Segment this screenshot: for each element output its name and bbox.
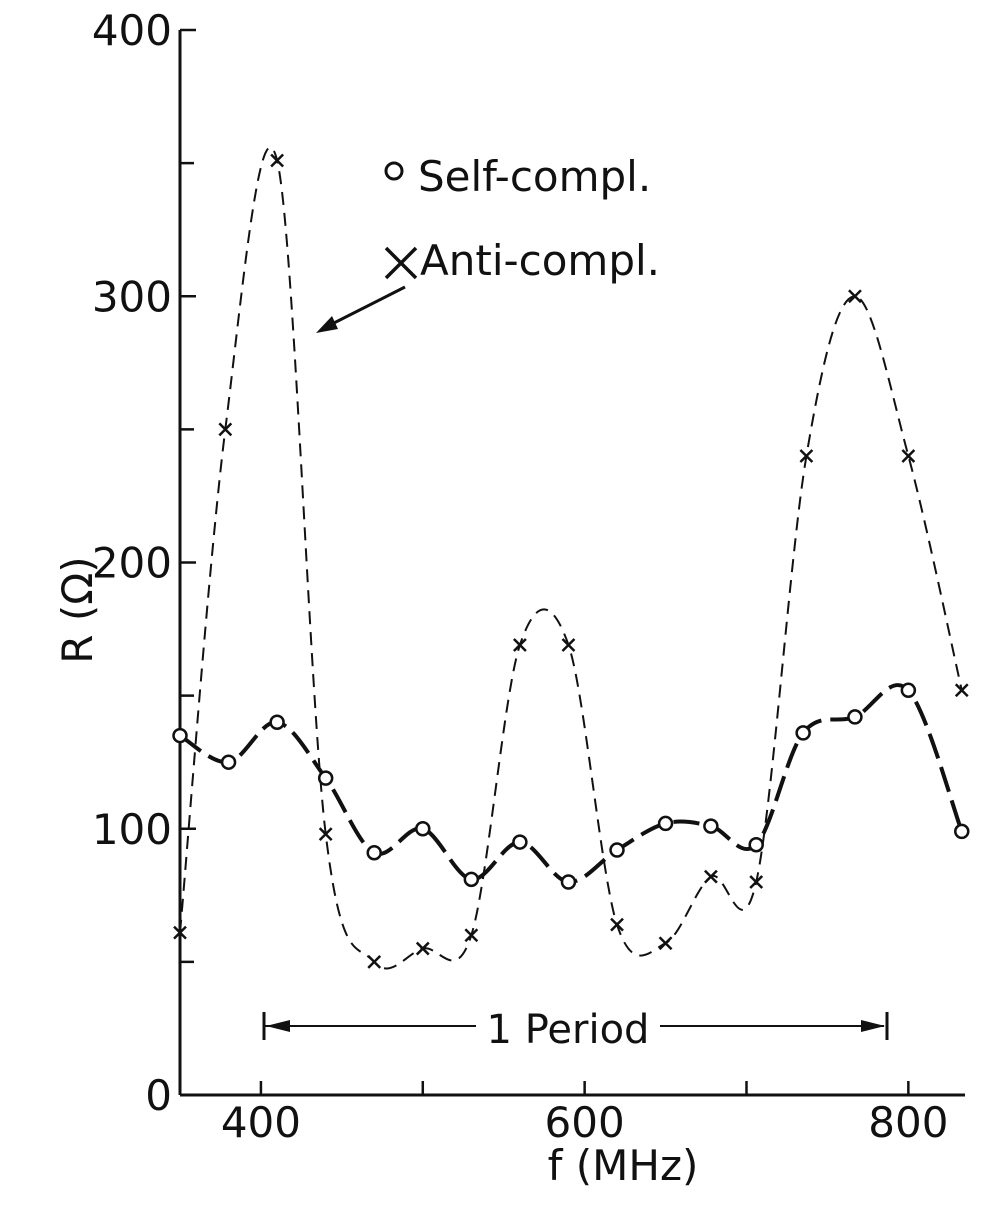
legend-marker-self-compl: [384, 161, 404, 181]
data-point-self-compl: [795, 725, 811, 741]
legend: Self-compl. Anti-compl.: [316, 152, 660, 333]
data-point-self-compl: [560, 874, 577, 890]
data-point-anti-compl: [749, 875, 764, 889]
data-point-self-compl: [172, 727, 188, 744]
y-tick-label: 200: [92, 539, 172, 588]
data-point-self-compl: [609, 842, 625, 858]
data-point-self-compl: [220, 754, 237, 770]
data-point-anti-compl: [464, 928, 479, 943]
y-tick-label: 400: [92, 6, 172, 55]
data-point-self-compl: [366, 844, 382, 861]
data-point-self-compl: [748, 836, 764, 853]
markers: [172, 153, 970, 969]
data-point-anti-compl: [513, 638, 527, 652]
data-point-anti-compl: [610, 917, 624, 932]
series-line-self-compl: [178, 683, 964, 884]
period-arrow-left: [266, 1020, 290, 1032]
y-tick-label: 0: [145, 1071, 172, 1120]
data-point-self-compl: [657, 815, 674, 832]
data-point-anti-compl: [218, 422, 233, 437]
period-arrow-right: [861, 1020, 885, 1032]
y-axis-label: R (Ω): [53, 556, 102, 663]
data-point-self-compl: [703, 818, 719, 834]
data-point-anti-compl: [658, 936, 673, 951]
period-label: 1 Period: [487, 1007, 650, 1053]
data-point-anti-compl: [318, 827, 333, 841]
data-point-anti-compl: [704, 869, 718, 884]
legend-label-self-compl: Self-compl.: [418, 152, 651, 201]
y-tick-label: 100: [92, 805, 172, 854]
data-point-self-compl: [512, 834, 528, 850]
x-tick-label: 600: [545, 1098, 625, 1147]
x-axis-label: f (MHz): [548, 1141, 699, 1190]
period-annotation: 1 Period: [262, 1007, 889, 1053]
data-point-anti-compl: [901, 449, 916, 463]
x-tick-label: 400: [221, 1098, 301, 1147]
data-point-anti-compl: [848, 289, 862, 304]
data-point-self-compl: [317, 770, 334, 786]
data-point-self-compl: [954, 823, 970, 840]
data-point-anti-compl: [561, 638, 576, 652]
data-point-self-compl: [415, 821, 431, 837]
ticks: 0 100 200 300 400 400 600 800: [92, 6, 949, 1147]
data-point-anti-compl: [799, 449, 814, 463]
data-point-self-compl: [900, 682, 917, 699]
legend-label-anti-compl: Anti-compl.: [420, 236, 660, 285]
x-tick-label: 800: [868, 1098, 948, 1147]
data-point-anti-compl: [173, 925, 187, 940]
data-point-self-compl: [847, 709, 863, 725]
data-point-anti-compl: [367, 954, 382, 969]
data-point-self-compl: [269, 714, 285, 730]
legend-arrow: [316, 285, 406, 333]
data-point-anti-compl: [954, 683, 969, 698]
data-point-anti-compl: [270, 153, 284, 168]
data-point-self-compl: [463, 871, 480, 888]
legend-marker-anti-compl: [384, 246, 418, 280]
y-tick-label: 300: [92, 272, 172, 321]
data-point-anti-compl: [415, 941, 430, 956]
